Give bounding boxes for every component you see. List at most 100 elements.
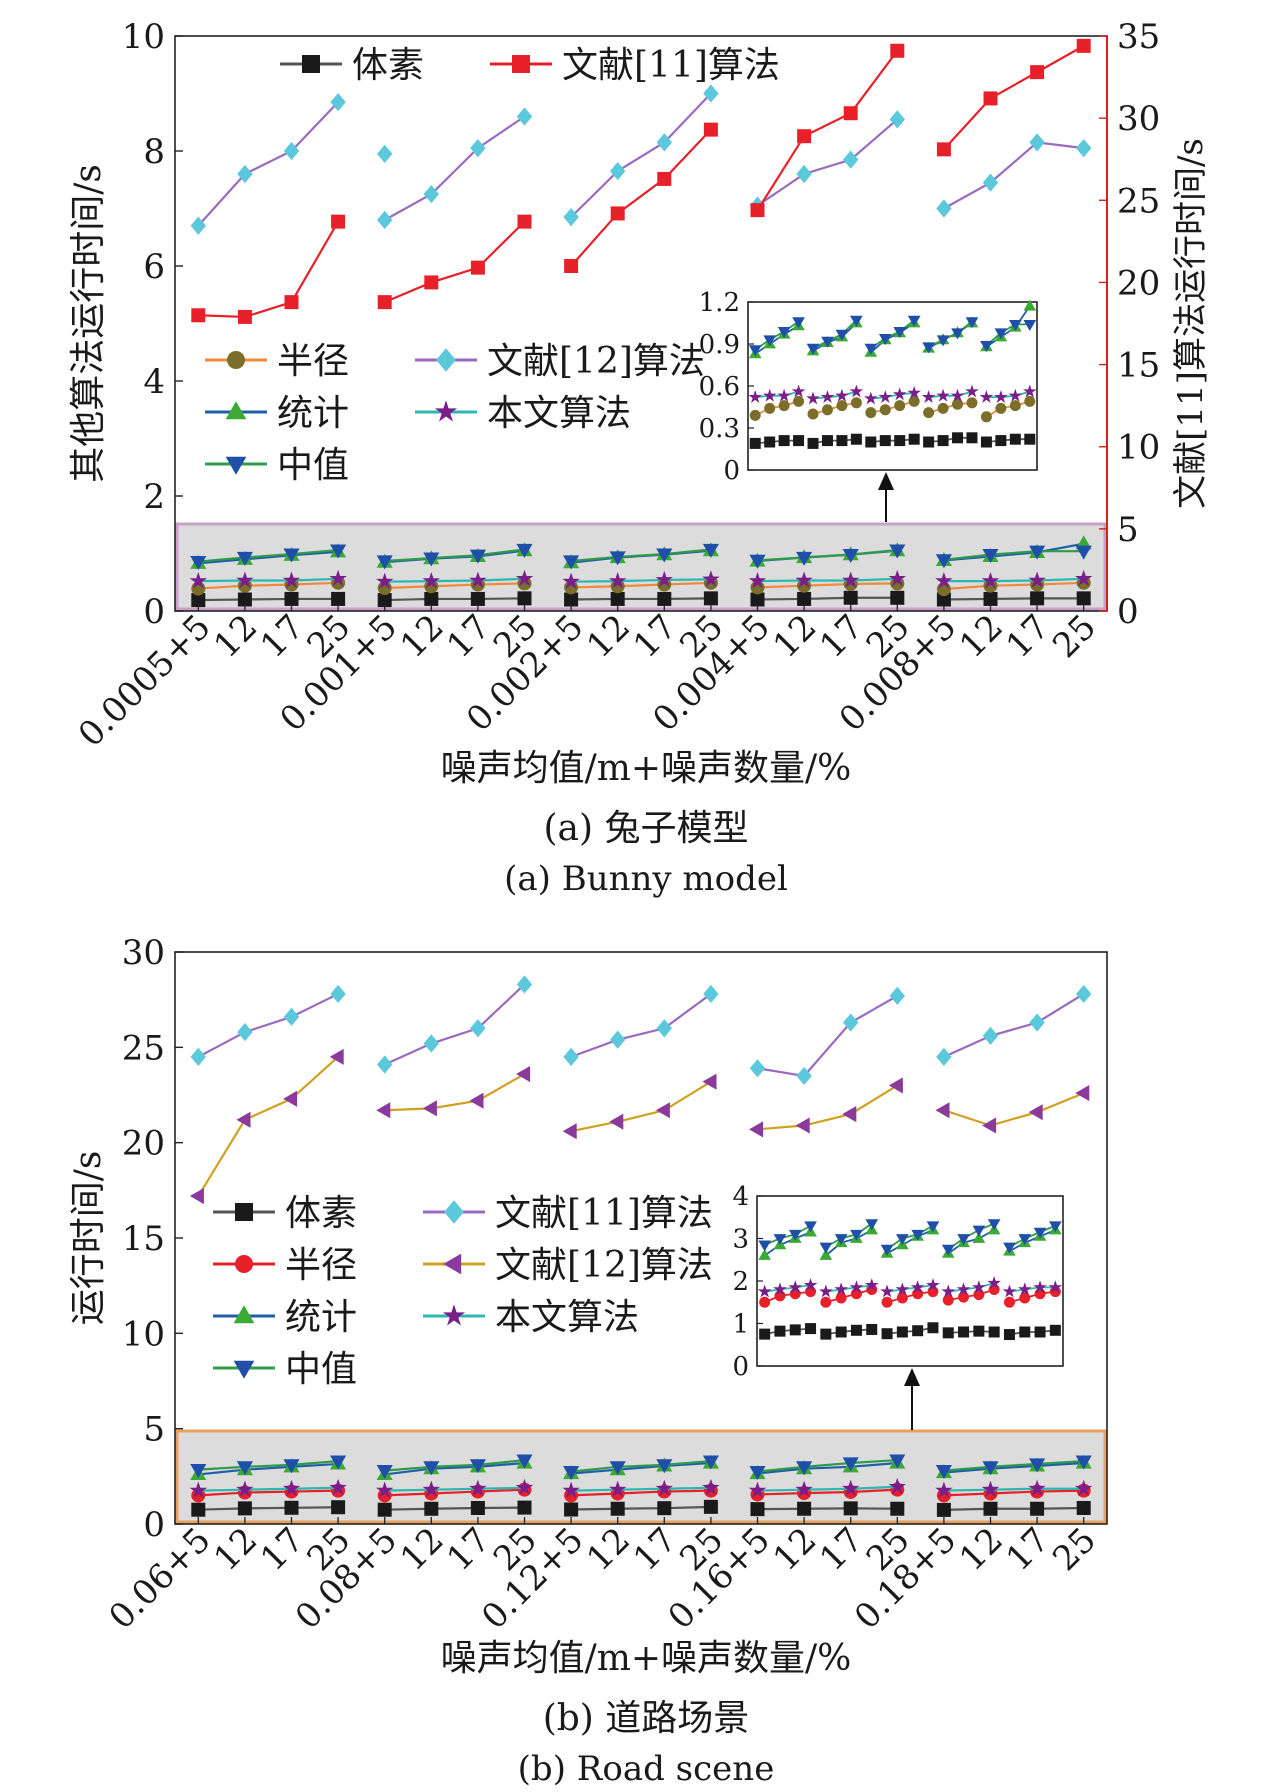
series-line — [943, 1487, 1084, 1492]
data-point — [237, 164, 253, 184]
series-line — [570, 92, 712, 218]
inset-data-point — [821, 435, 833, 447]
data-point — [1030, 1501, 1045, 1516]
inset-series-line — [825, 1328, 872, 1336]
inset-data-point — [908, 433, 920, 445]
inset-data-point — [878, 390, 893, 403]
inset-data-point — [907, 315, 921, 327]
y-right-tick-label: 20 — [1117, 263, 1160, 303]
legend-entry: 中值 — [205, 445, 349, 486]
series-line — [757, 577, 898, 583]
x-tick-label: 25 — [1045, 1520, 1104, 1579]
data-point — [377, 144, 393, 163]
inset-data-point — [878, 334, 892, 345]
inset-data-point — [987, 1219, 1001, 1231]
data-point — [563, 555, 580, 570]
data-point — [190, 216, 206, 235]
data-point — [377, 1502, 392, 1517]
series-文献[12]算法 — [189, 1048, 1090, 1205]
series-文献[11]算法 — [191, 38, 1091, 324]
inset-data-point — [1009, 433, 1021, 445]
data-point — [190, 555, 207, 570]
series-line — [571, 578, 711, 583]
data-point — [1075, 545, 1092, 560]
inset-data-point — [788, 1229, 802, 1241]
inset-data-point — [926, 1221, 940, 1233]
data-point — [564, 259, 579, 273]
inset-series-line — [985, 400, 1031, 418]
inset-data-point — [850, 397, 862, 409]
data-point — [236, 1111, 251, 1128]
inset-data-point — [1048, 1280, 1063, 1294]
data-point — [796, 1461, 813, 1476]
inset-y-tick-label: 1.2 — [699, 288, 740, 318]
inset-data-point — [895, 1282, 910, 1296]
series-line — [756, 118, 899, 207]
data-point — [1030, 65, 1045, 80]
series-line — [198, 1489, 339, 1497]
series-文献[11]算法 — [190, 975, 1092, 1086]
data-point — [377, 1488, 392, 1503]
data-point — [609, 1461, 626, 1476]
inset-series-line — [986, 438, 1030, 443]
data-point — [331, 214, 346, 229]
data-point — [469, 1459, 486, 1474]
y-right-tick-label: 25 — [1117, 181, 1160, 221]
data-point — [515, 569, 534, 587]
series-line — [570, 993, 712, 1058]
inset-data-point — [942, 1294, 954, 1306]
inset-data-point — [941, 1284, 956, 1298]
series-line — [757, 1485, 898, 1492]
inset-data-point — [912, 1325, 924, 1337]
data-point — [282, 1479, 301, 1497]
data-point — [1076, 591, 1091, 606]
inset-series-line — [1009, 1229, 1056, 1253]
inset-data-point — [1018, 1234, 1032, 1246]
data-point — [750, 1502, 765, 1517]
data-point — [377, 593, 392, 608]
inset-data-point — [956, 1282, 971, 1296]
series-line — [943, 141, 1084, 210]
inset-series-本文算法 — [757, 1276, 1063, 1298]
data-point — [330, 1455, 347, 1470]
inset-data-point — [881, 1296, 893, 1308]
data-point — [655, 570, 673, 588]
inset-y-tick-label: 0.6 — [699, 372, 740, 402]
y-tick-label: 8 — [143, 132, 165, 172]
data-point — [983, 1501, 998, 1516]
inset-data-point — [849, 1280, 864, 1294]
inset-data-point — [926, 1278, 940, 1291]
inset-data-point — [994, 390, 1008, 403]
data-point — [843, 106, 858, 121]
legend-label: 文献[12]算法 — [495, 1245, 713, 1286]
series-本文算法 — [189, 569, 1093, 589]
inset-data-point — [864, 391, 878, 405]
data-point — [655, 1102, 670, 1119]
data-point — [423, 1034, 439, 1053]
data-point — [936, 1488, 951, 1503]
data-point — [376, 555, 393, 570]
y-right-axis-label: 文献[11]算法运行时间/s — [1171, 138, 1211, 509]
inset-data-point — [865, 436, 877, 448]
data-point — [1075, 1479, 1093, 1497]
inset-data-point — [757, 1284, 772, 1298]
data-point — [562, 572, 580, 589]
inset-data-point — [951, 328, 964, 340]
inset-data-point — [1024, 395, 1036, 407]
data-point — [190, 1047, 206, 1066]
data-point — [749, 1059, 766, 1078]
data-point — [935, 572, 953, 589]
data-point — [657, 591, 672, 606]
x-axis-label: 噪声均值/m+噪声数量/% — [441, 1638, 852, 1679]
inset-data-point — [1019, 1326, 1031, 1338]
inset-data-point — [835, 1292, 847, 1304]
data-point — [1029, 1458, 1046, 1473]
data-point — [470, 1500, 485, 1515]
inset-data-point — [866, 1323, 878, 1335]
series-line — [571, 1486, 711, 1492]
data-point — [609, 1113, 624, 1130]
series-line — [943, 1459, 1084, 1472]
series-line — [198, 577, 339, 583]
inset-data-point — [865, 1219, 879, 1231]
data-point — [1028, 1104, 1043, 1121]
